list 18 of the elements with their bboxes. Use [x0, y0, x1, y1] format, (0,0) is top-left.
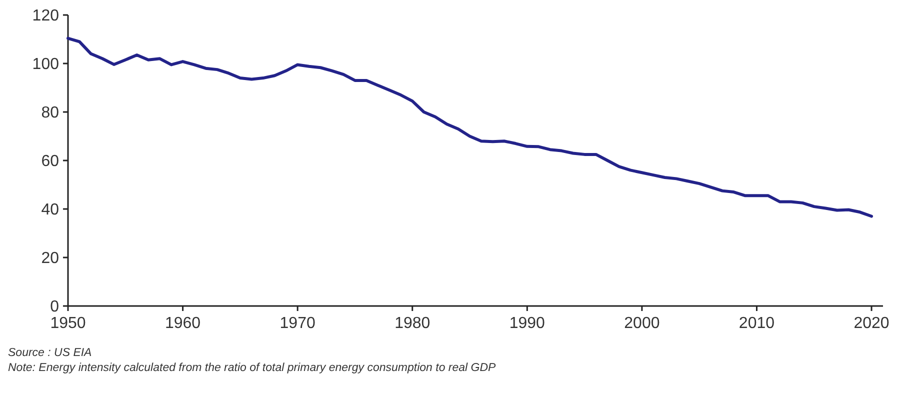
- x-tick-label: 2010: [738, 315, 775, 332]
- y-tick-label: 80: [41, 104, 60, 122]
- y-tick-label: 0: [50, 298, 60, 316]
- x-tick-label: 1980: [394, 315, 430, 332]
- x-tick-label: 2000: [624, 315, 660, 332]
- y-tick-label: 20: [41, 250, 60, 268]
- x-tick-label: 1950: [50, 315, 86, 332]
- x-tick-label: 1960: [164, 315, 201, 332]
- line-series: [66, 36, 874, 218]
- source-note: Source : US EIA: [8, 347, 92, 359]
- x-tick-label: 1990: [509, 315, 546, 332]
- y-tick-label: 40: [41, 202, 60, 219]
- x-tick-label: 2020: [854, 315, 890, 332]
- y-tick-label: 100: [32, 56, 60, 74]
- x-tick-label: 1970: [280, 315, 316, 332]
- y-tick-label: 120: [32, 8, 60, 25]
- text: Note: Energy intensity calculated from the ratio of total primary energy consumption to real GDP: [8, 362, 496, 374]
- y-tick-label: 60: [41, 153, 60, 170]
